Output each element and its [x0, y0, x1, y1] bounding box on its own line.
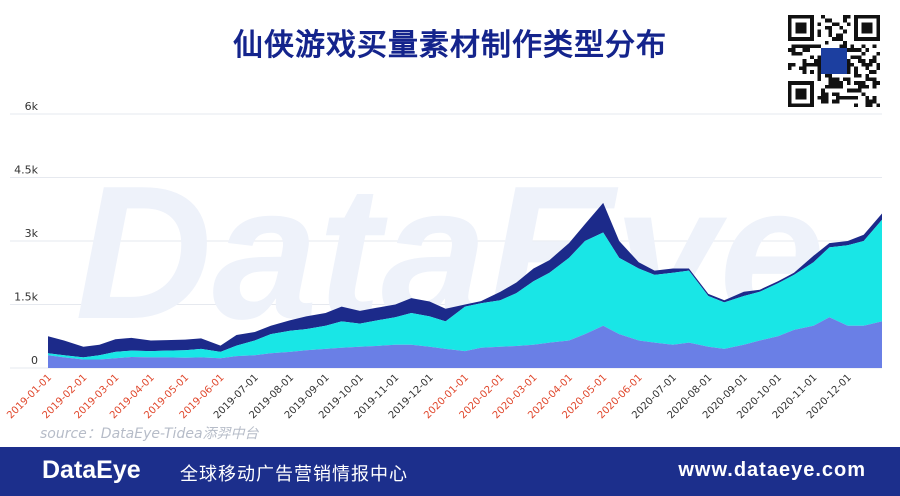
- qr-code[interactable]: [788, 15, 880, 107]
- series-area-0: [48, 317, 882, 368]
- y-tick-label: 1.5k: [14, 291, 38, 304]
- page-title: 仙侠游戏买量素材制作类型分布: [233, 28, 667, 63]
- footer: DataEye 全球移动广告营销情报中心 www.dataeye.com: [0, 447, 900, 496]
- series-area-2: [48, 202, 882, 358]
- x-axis: 2019-01-012019-02-012019-03-012019-04-01…: [5, 372, 854, 421]
- y-tick-label: 6k: [25, 100, 39, 113]
- chart-areas: [48, 202, 882, 368]
- source-note: source：DataEye-Tidea添羿中台: [40, 426, 259, 442]
- y-axis: 0 1.5k 3k 4.5k 6k: [14, 100, 38, 367]
- y-tick-label: 4.5k: [14, 164, 38, 177]
- series-area-1: [48, 219, 882, 360]
- footer-slogan: 全球移动广告营销情报中心: [180, 464, 408, 485]
- y-tick-label: 0: [31, 354, 38, 367]
- footer-url[interactable]: www.dataeye.com: [678, 459, 866, 481]
- y-tick-label: 3k: [25, 227, 39, 240]
- footer-logo: DataEye: [42, 456, 141, 484]
- qr-logo: [821, 48, 847, 74]
